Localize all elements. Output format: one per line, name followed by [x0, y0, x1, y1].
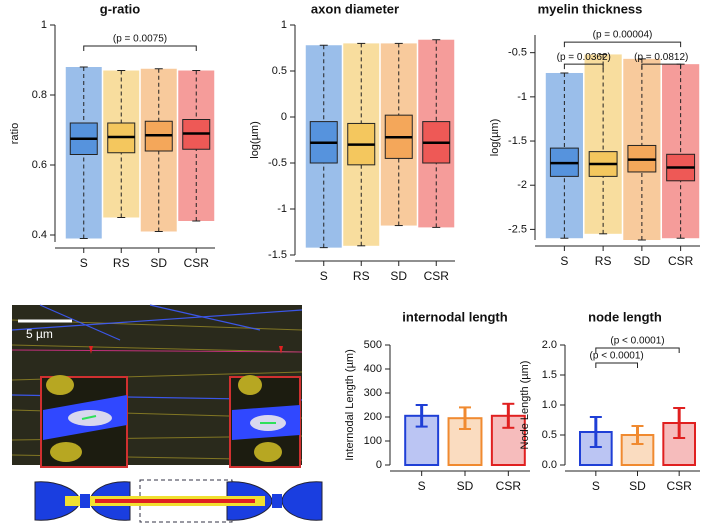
y-tick-label: -1.5 [508, 135, 527, 147]
y-axis-label: Node Length (µm) [519, 361, 531, 450]
y-tick-label: -2 [517, 179, 527, 191]
chart-title: axon diameter [311, 1, 399, 16]
x-tick-label: SD [457, 479, 474, 493]
micrograph: 5 µm [11, 304, 303, 468]
x-tick-label: CSR [496, 479, 522, 493]
x-tick-label: S [418, 479, 426, 493]
y-tick-label: 2.0 [542, 339, 557, 351]
significance-bracket [563, 63, 604, 70]
x-tick-label: SD [629, 479, 646, 493]
scale-label: 5 µm [26, 327, 53, 341]
chart: node length Node Length (µm) 0.0 0.5 1.0 1.5 2… [519, 309, 700, 493]
x-tick-label: S [592, 479, 600, 493]
chart-title: node length [588, 309, 662, 324]
chart: axon diameter log(µm) -1.5 -1 -0.5 0 0.5 1 S RS SD… [249, 1, 455, 283]
y-tick-label: 100 [364, 435, 382, 447]
y-tick-label: 300 [364, 387, 382, 399]
chart-title: internodal length [402, 309, 508, 324]
x-tick-label: RS [595, 254, 612, 268]
significance-label: (p = 0.0812) [634, 52, 688, 63]
inset-left [40, 375, 128, 468]
x-tick-label: CSR [666, 479, 692, 493]
y-tick-label: 0 [376, 459, 382, 471]
y-tick-label: -0.5 [268, 157, 287, 169]
x-tick-label: SD [390, 269, 407, 283]
point-cloud [584, 54, 622, 234]
y-tick-label: 0 [281, 111, 287, 123]
x-tick-label: CSR [184, 256, 210, 270]
y-tick-label: -2.5 [508, 223, 527, 235]
significance-label: (p = 0.00004) [593, 30, 653, 41]
significance-bracket [563, 41, 682, 48]
chart-title: myelin thickness [538, 1, 643, 16]
significance-bracket [83, 45, 197, 51]
x-tick-label: SD [150, 256, 167, 270]
x-tick-label: RS [113, 256, 130, 270]
inset-right [229, 375, 301, 468]
y-axis-label: log(µm) [489, 119, 501, 157]
y-tick-label: 1.0 [542, 399, 557, 411]
y-tick-label: 200 [364, 411, 382, 423]
y-tick-label: 1.5 [542, 369, 557, 381]
chart: g-ratio ratio 0.4 0.6 0.8 1 S RS SD CSR (p = 0.007… [9, 1, 215, 270]
y-tick-label: 0.8 [32, 89, 47, 101]
y-tick-label: 400 [364, 363, 382, 375]
x-tick-label: SD [634, 254, 651, 268]
y-tick-label: 0.4 [32, 229, 47, 241]
significance-label: (p < 0.0001) [610, 336, 664, 347]
y-tick-label: 0.5 [542, 429, 557, 441]
significance-label: (p < 0.0001) [590, 351, 644, 362]
y-tick-label: -1 [277, 203, 287, 215]
y-tick-label: 1 [41, 19, 47, 31]
significance-bracket [595, 347, 680, 353]
y-tick-label: -0.5 [508, 47, 527, 59]
x-tick-label: S [320, 269, 328, 283]
y-axis-label: log(µm) [249, 121, 261, 159]
y-tick-label: -1 [517, 91, 527, 103]
significance-label: (p = 0.0075) [113, 34, 167, 45]
x-tick-label: S [80, 256, 88, 270]
chart: myelin thickness log(µm) -2.5 -2 -1.5 -1 -0.5 S… [489, 1, 700, 268]
y-tick-label: 500 [364, 339, 382, 351]
significance-bracket [641, 63, 682, 70]
x-tick-label: CSR [424, 269, 450, 283]
y-tick-label: -1.5 [268, 249, 287, 261]
chart-title: g-ratio [100, 1, 141, 16]
y-axis-label: ratio [9, 123, 21, 144]
y-tick-label: 0.6 [32, 159, 47, 171]
x-tick-label: S [560, 254, 568, 268]
y-tick-label: 1 [281, 19, 287, 31]
node-diagram [34, 479, 323, 523]
significance-label: (p = 0.0362) [557, 52, 611, 63]
x-tick-label: RS [353, 269, 370, 283]
y-tick-label: 0.5 [272, 65, 287, 77]
significance-bracket [595, 362, 638, 368]
y-tick-label: 0.0 [542, 459, 557, 471]
chart: internodal length Internodal Length (µm) 0… [344, 309, 530, 493]
x-tick-label: CSR [668, 254, 694, 268]
y-axis-label: Internodal Length (µm) [344, 349, 356, 461]
